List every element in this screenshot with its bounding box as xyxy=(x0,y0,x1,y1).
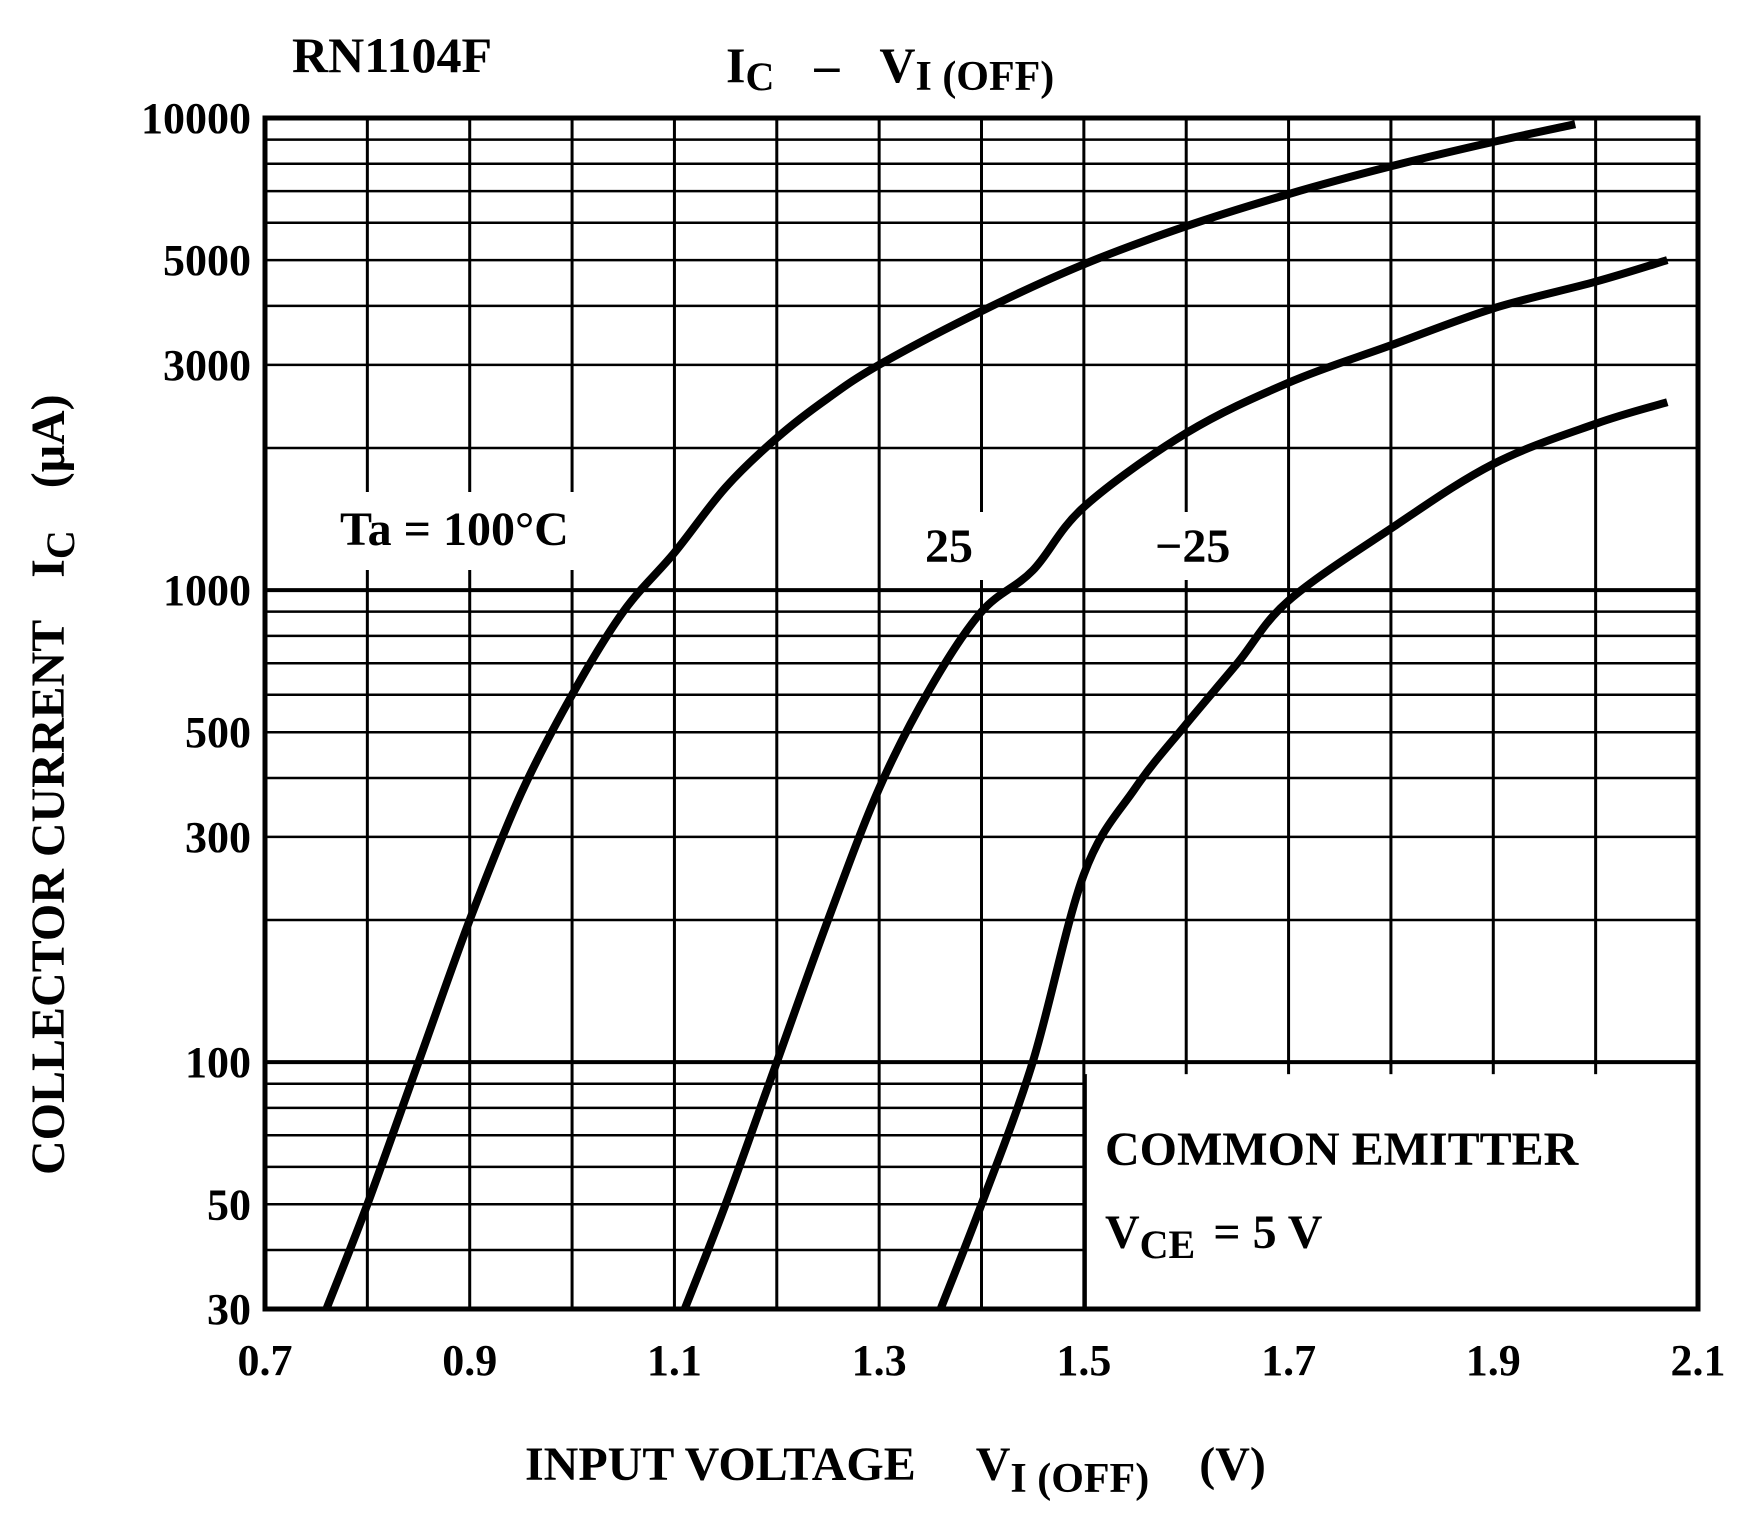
x-axis-label-text: INPUT VOLTAGE xyxy=(525,1438,916,1491)
chart-title-part: RN1104F xyxy=(292,27,492,83)
title-y-sub: C xyxy=(745,54,774,99)
annotation-box xyxy=(1086,1074,1696,1307)
x-tick-label: 0.9 xyxy=(442,1336,497,1385)
y-axis-label: COLLECTOR CURRENT IC (μA) xyxy=(22,394,83,1175)
y-tick-label: 50 xyxy=(207,1180,251,1229)
x-tick-label: 1.9 xyxy=(1466,1336,1521,1385)
x-tick-labels: 0.7 0.9 1.1 1.3 1.5 1.7 1.9 2.1 xyxy=(238,1336,1726,1385)
y-axis-label-unit: (μA) xyxy=(22,394,75,488)
series-label-25: 25 xyxy=(925,520,973,573)
x-tick-label: 2.1 xyxy=(1671,1336,1726,1385)
series-curves xyxy=(322,120,1669,1311)
series-line-2 xyxy=(936,398,1669,1311)
y-tick-label: 500 xyxy=(185,708,251,757)
y-tick-labels: 30 50 100 300 500 1000 3000 5000 10000 xyxy=(141,94,251,1334)
x-tick-label: 1.1 xyxy=(647,1336,702,1385)
series-label-100: Ta = 100°C xyxy=(340,503,569,556)
x-axis-label-unit: (V) xyxy=(1199,1438,1266,1491)
x-axis-label-symbol: V xyxy=(976,1438,1011,1491)
label-100-backing xyxy=(332,492,630,570)
annotation-line1: COMMON EMITTER xyxy=(1105,1123,1580,1176)
title-dash: – xyxy=(813,37,840,93)
series-line-1 xyxy=(680,256,1669,1311)
y-tick-label: 30 xyxy=(207,1285,251,1334)
x-tick-label: 0.7 xyxy=(238,1336,293,1385)
series-line-0 xyxy=(322,120,1577,1311)
x-tick-label: 1.5 xyxy=(1056,1336,1111,1385)
title-y-symbol: I xyxy=(726,37,745,93)
x-tick-label: 1.7 xyxy=(1261,1336,1316,1385)
y-tick-label: 3000 xyxy=(163,341,251,390)
y-tick-label: 1000 xyxy=(163,566,251,615)
annotation-vce-sub: CE xyxy=(1140,1222,1196,1267)
label-m25-backing xyxy=(1148,512,1266,580)
x-axis-label-sub: I (OFF) xyxy=(1010,1456,1149,1502)
plot-frame xyxy=(262,115,1701,1312)
y-tick-label: 100 xyxy=(185,1038,251,1087)
series-label-minus25: −25 xyxy=(1155,520,1230,573)
x-tick-label: 1.3 xyxy=(852,1336,907,1385)
title-x-symbol: V xyxy=(879,37,915,93)
title-x-sub: I (OFF) xyxy=(915,54,1054,100)
y-tick-label: 5000 xyxy=(163,236,251,285)
chart-title-formula: IC – VI (OFF) xyxy=(726,37,1054,100)
y-axis-label-symbol: I xyxy=(22,559,75,578)
y-axis-label-text: COLLECTOR CURRENT xyxy=(22,620,75,1175)
x-axis-label: INPUT VOLTAGE VI (OFF) (V) xyxy=(525,1438,1266,1502)
y-tick-label: 10000 xyxy=(141,94,251,143)
y-tick-label: 300 xyxy=(185,813,251,862)
annotation-line2: VCE = 5 V xyxy=(1105,1206,1323,1267)
annotation-vce-symbol: V xyxy=(1105,1206,1140,1259)
y-axis-label-sub: C xyxy=(38,530,83,559)
annotation-vce-rest: = 5 V xyxy=(1213,1206,1322,1259)
label-25-backing xyxy=(920,512,990,580)
